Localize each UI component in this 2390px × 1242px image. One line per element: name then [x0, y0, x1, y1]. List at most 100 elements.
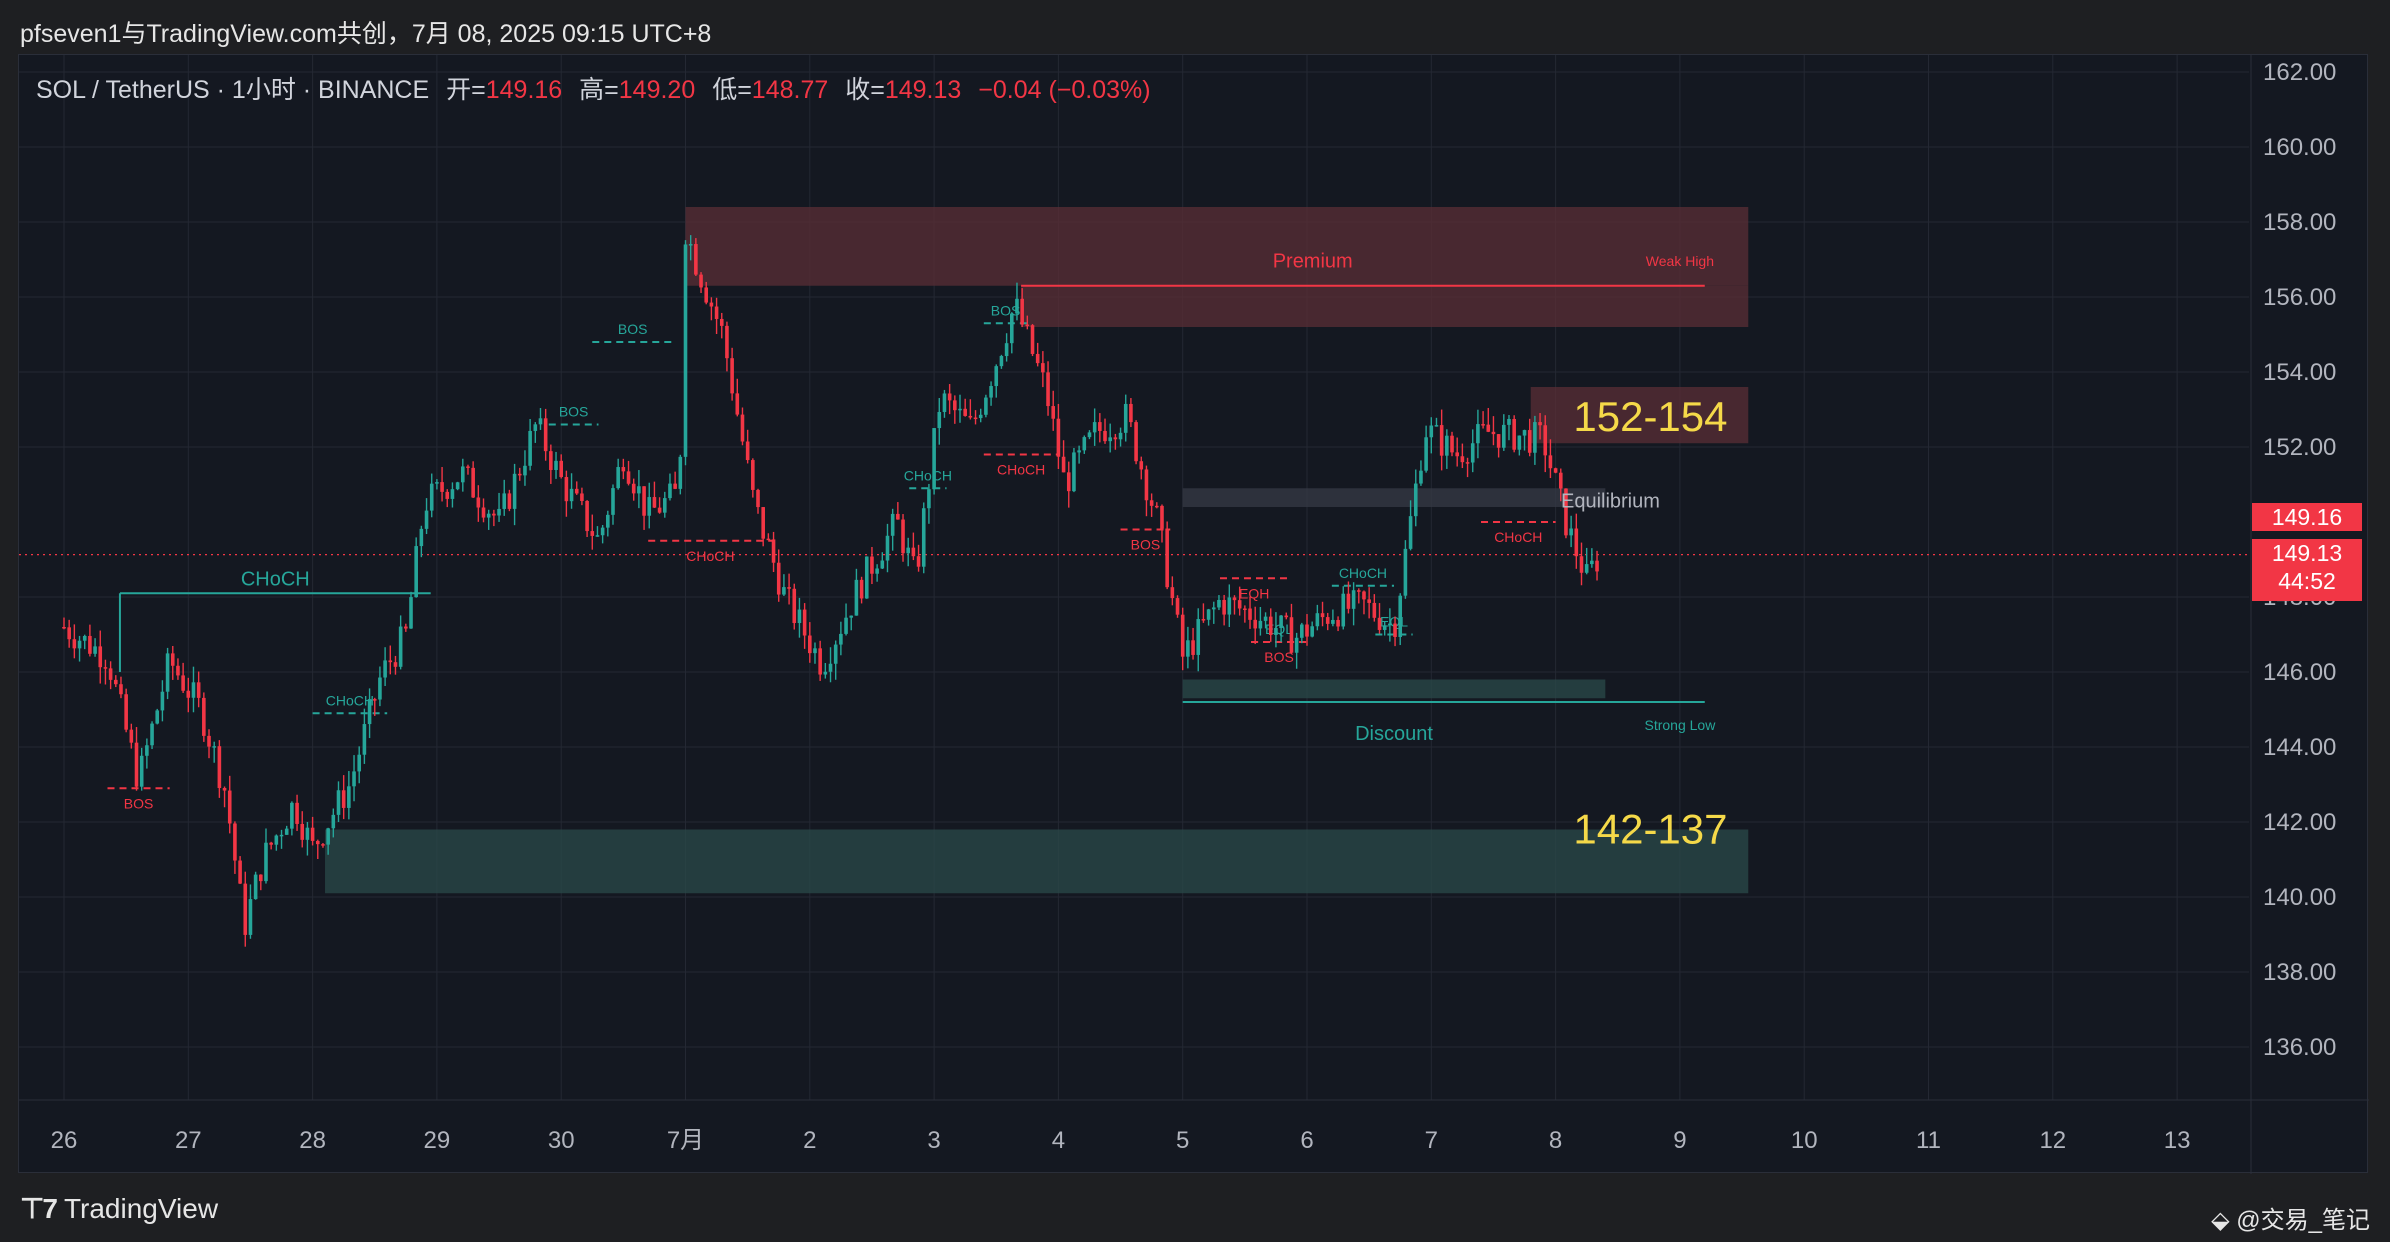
y-tick-label: 136.00: [2263, 1034, 2336, 1061]
candle-body: [839, 633, 843, 645]
candle-body: [947, 393, 952, 401]
candle-body: [1564, 488, 1568, 536]
change-value: −0.04 (−0.03%): [978, 76, 1151, 104]
candle-body: [683, 244, 688, 457]
candle-body: [357, 754, 362, 772]
candle-body: [1548, 455, 1553, 469]
candle-body: [274, 835, 279, 845]
candle-body: [77, 640, 82, 649]
candle-body: [916, 556, 921, 567]
candle-body: [1403, 548, 1408, 596]
zone-label: Premium: [1273, 251, 1353, 273]
candle-body: [1305, 624, 1309, 637]
candle-body: [259, 874, 263, 882]
candle-body: [1098, 422, 1102, 431]
candle-body: [284, 828, 289, 835]
candle-body: [1579, 556, 1584, 573]
candle-body: [1108, 437, 1112, 442]
tradingview-logo[interactable]: ⊤7 TradingView: [20, 1192, 218, 1225]
candle-body: [973, 417, 978, 420]
candle-body: [662, 498, 667, 513]
candle-body: [336, 790, 341, 815]
structure-label: CHoCH: [326, 692, 374, 708]
y-tick-label: 152.00: [2263, 434, 2336, 461]
footer-bar: [0, 1180, 2390, 1242]
candle-body: [1362, 591, 1366, 600]
candle-body: [181, 675, 185, 691]
candle-body: [745, 441, 750, 461]
candle-body: [735, 393, 740, 415]
candle-body: [88, 635, 92, 654]
candle-body: [1300, 624, 1304, 638]
candle-body: [709, 302, 714, 307]
candle-body: [844, 617, 848, 634]
candle-body: [1315, 613, 1320, 627]
candle-body: [497, 508, 501, 516]
chart-area[interactable]: Weak High Strong Low CHoCH BOS CHoCH BOS BOS CH…: [18, 54, 2369, 1174]
candle-body: [170, 653, 175, 666]
candle-body: [512, 473, 517, 509]
candle-body: [725, 325, 729, 359]
candle-body: [93, 646, 97, 654]
structure-label: CHoCH: [904, 467, 952, 483]
candle-body: [222, 788, 227, 791]
candle-body: [67, 627, 71, 640]
y-tick-label: 142.00: [2263, 809, 2336, 836]
premium-zone: [1530, 387, 1749, 444]
candle-body: [1496, 434, 1501, 448]
x-tick-label: 5: [1176, 1127, 1189, 1154]
discount-label: Discount: [1355, 723, 1433, 745]
candle-body: [1584, 564, 1589, 573]
candle-body: [1025, 324, 1030, 327]
candle-body: [864, 556, 869, 599]
structure-label: BOS: [1264, 649, 1294, 665]
candle-body: [937, 412, 942, 429]
candle-body: [963, 408, 967, 416]
candle-body: [347, 786, 351, 808]
x-tick-label: 11: [1916, 1127, 1941, 1154]
x-tick-label: 13: [2164, 1127, 2191, 1154]
candle-body: [1061, 456, 1066, 473]
candle-body: [978, 414, 983, 419]
zone-label: 152-154: [1573, 393, 1727, 440]
candle-body: [678, 456, 683, 489]
candle-body: [471, 467, 475, 498]
candle-body: [621, 467, 626, 472]
candle-body: [1253, 619, 1258, 629]
candle-body: [694, 244, 698, 275]
symbol-label[interactable]: SOL / TetherUS · 1小时 · BINANCE: [36, 76, 430, 104]
y-tick-label: 156.00: [2263, 284, 2336, 311]
candle-body: [606, 514, 610, 528]
structure-label: BOS: [124, 795, 154, 811]
candle-body: [1227, 597, 1232, 615]
candle-body: [600, 527, 605, 536]
candle-body: [823, 671, 828, 675]
candle-body: [341, 790, 346, 808]
candle-body: [404, 626, 408, 629]
candle-body: [870, 556, 874, 574]
candle-body: [1082, 437, 1087, 451]
candle-body: [1512, 418, 1516, 450]
candle-body: [549, 451, 553, 471]
structure-label: BOS: [559, 404, 589, 420]
candle-body: [1388, 623, 1392, 626]
candle-body: [155, 710, 160, 724]
candle-body: [196, 682, 201, 698]
candle-body: [305, 827, 310, 840]
candle-body: [761, 507, 765, 539]
candle-body: [1113, 437, 1118, 440]
discount-zone: [325, 829, 1749, 894]
candle-body: [1274, 628, 1278, 635]
tradingview-brand: TradingView: [63, 1193, 219, 1224]
x-tick-label: 7: [1425, 1127, 1438, 1154]
y-tick-label: 158.00: [2263, 209, 2336, 236]
ohlc-legend: SOL / TetherUS · 1小时 · BINANCE 开=149.16 …: [36, 70, 1151, 106]
candle-body: [1408, 516, 1413, 549]
candle-body: [751, 460, 755, 490]
candlestick-chart[interactable]: Weak High Strong Low CHoCH BOS CHoCH BOS BOS CH…: [19, 55, 2369, 1174]
candle-body: [1341, 593, 1346, 627]
candle-body: [1123, 403, 1128, 433]
candle-body: [409, 597, 413, 629]
candle-body: [233, 823, 237, 861]
candle-body: [1035, 353, 1040, 364]
